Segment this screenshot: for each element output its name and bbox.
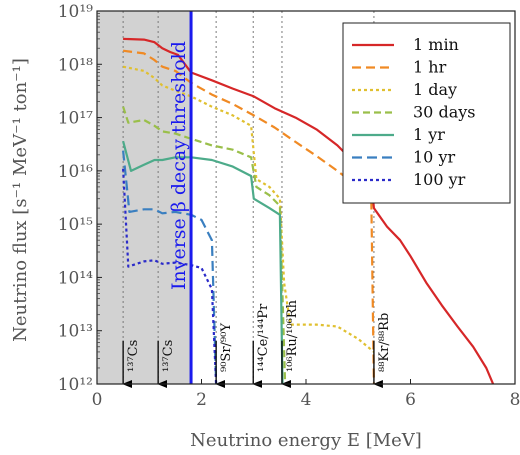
x-axis-label: Neutrino energy E [MeV] <box>190 430 422 451</box>
x-tick-label: 2 <box>196 390 207 410</box>
legend-label: 1 day <box>413 80 457 99</box>
y-axis-label: Neutrino flux [s⁻¹ MeV⁻¹ ton⁻¹] <box>10 58 31 342</box>
y-tick-label: 10¹³ <box>58 322 93 342</box>
y-tick-label: 10¹⁶ <box>58 162 93 182</box>
x-tick-label: 4 <box>301 390 312 410</box>
x-axis-ticks: 0 2 4 6 8 <box>92 379 520 410</box>
isotope-label: ¹³⁷Cs <box>161 340 176 372</box>
y-axis-ticks: 10¹² 10¹³ 10¹⁴ 10¹⁵ 10¹⁶ 10¹⁷ 10¹⁸ 10¹⁹ <box>58 2 102 395</box>
legend-label: 10 yr <box>413 148 455 167</box>
x-tick-label: 6 <box>405 390 416 410</box>
x-tick-label: 8 <box>510 390 520 410</box>
series-line-100-yr <box>122 168 218 384</box>
isotope-label: ¹⁰⁶Ru/¹⁰⁶Rh <box>285 299 300 372</box>
legend-label: 1 min <box>413 35 459 54</box>
legend: 1 min 1 hr 1 day 30 days 1 yr 10 yr 100 yr <box>342 22 511 204</box>
series-lines <box>122 37 495 384</box>
y-tick-label: 10¹⁸ <box>58 55 93 75</box>
legend-box <box>342 22 511 204</box>
y-tick-label: 10¹⁴ <box>58 268 93 288</box>
y-tick-label: 10¹⁷ <box>58 109 93 129</box>
series-line-30-days <box>122 106 287 384</box>
legend-label: 100 yr <box>413 170 466 189</box>
threshold-label: Inverse β decay threshold <box>168 41 190 290</box>
isotope-label: ⁸⁸Kr/⁸⁸Rb <box>377 313 392 372</box>
y-tick-label: 10¹⁵ <box>58 215 93 235</box>
isotope-label: ⁹⁰Sr/⁹⁰Y <box>219 323 234 372</box>
isotope-label: ¹³⁷Cs <box>126 340 141 372</box>
series-line-1-min <box>123 37 495 384</box>
x-tick-label: 0 <box>92 390 103 410</box>
series-line-1-day <box>122 65 375 353</box>
y-tick-label: 10¹⁹ <box>58 2 93 22</box>
series-line-1-yr <box>122 140 284 384</box>
series-line-10-yr <box>122 150 218 384</box>
legend-label: 1 yr <box>413 125 445 144</box>
y-tick-label: 10¹² <box>58 375 93 395</box>
legend-label: 1 hr <box>413 58 447 77</box>
isotope-arrows: ¹³⁷Cs ¹³⁷Cs ⁹⁰Sr/⁹⁰Y ¹⁴⁴Ce/¹⁴⁴Pr ¹⁰⁶Ru/¹⁰⁶Rh… <box>122 299 392 388</box>
legend-label: 30 days <box>413 103 475 122</box>
shaded-region <box>97 11 192 384</box>
isotope-label: ¹⁴⁴Ce/¹⁴⁴Pr <box>256 303 271 372</box>
